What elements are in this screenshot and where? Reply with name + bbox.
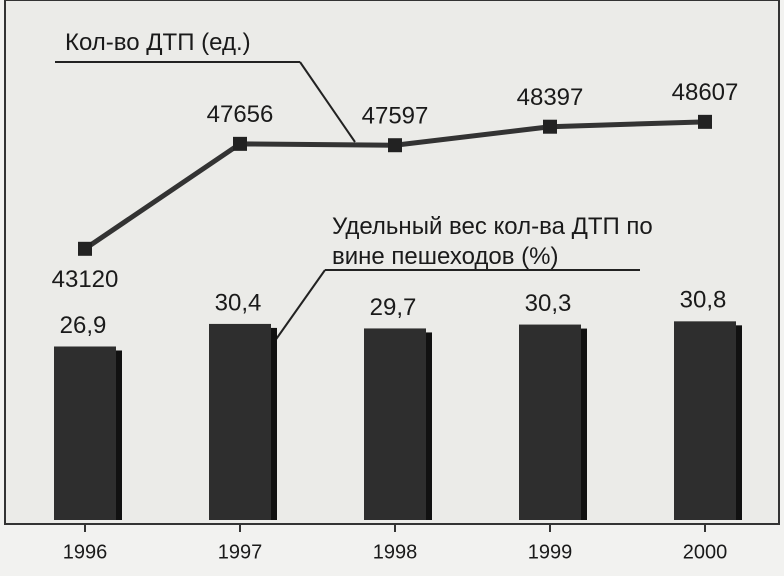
marker (543, 119, 557, 134)
bar (674, 321, 736, 520)
x-tick-label: 1999 (528, 541, 573, 563)
data-label: 26,9 (60, 312, 107, 339)
data-label: 30,4 (215, 289, 262, 316)
x-tick-label: 1998 (373, 541, 418, 563)
x-tick-label: 1996 (63, 541, 108, 563)
bar (209, 323, 271, 520)
bar-series-name: Удельный вес кол-ва ДТП по вине пешеходо… (332, 213, 653, 270)
data-label: 30,8 (680, 287, 727, 314)
data-label: 43120 (52, 266, 119, 293)
marker (698, 114, 712, 129)
x-tick-label: 2000 (683, 541, 728, 563)
annotation-leader (271, 269, 326, 346)
data-label: 47597 (362, 103, 429, 130)
data-label: 48607 (672, 79, 739, 106)
x-tick-label: 1997 (218, 541, 263, 563)
marker (78, 241, 92, 256)
marker (388, 138, 402, 153)
bar (519, 324, 581, 520)
line-series-name: Кол-во ДТП (ед.) (65, 29, 251, 56)
data-label: 30,3 (525, 290, 572, 317)
data-label: 29,7 (370, 294, 417, 321)
bar (54, 346, 116, 520)
marker (233, 136, 247, 151)
data-label: 48397 (517, 84, 584, 111)
annotation-leader (299, 61, 356, 143)
bar (364, 328, 426, 520)
data-label: 47656 (207, 101, 274, 128)
